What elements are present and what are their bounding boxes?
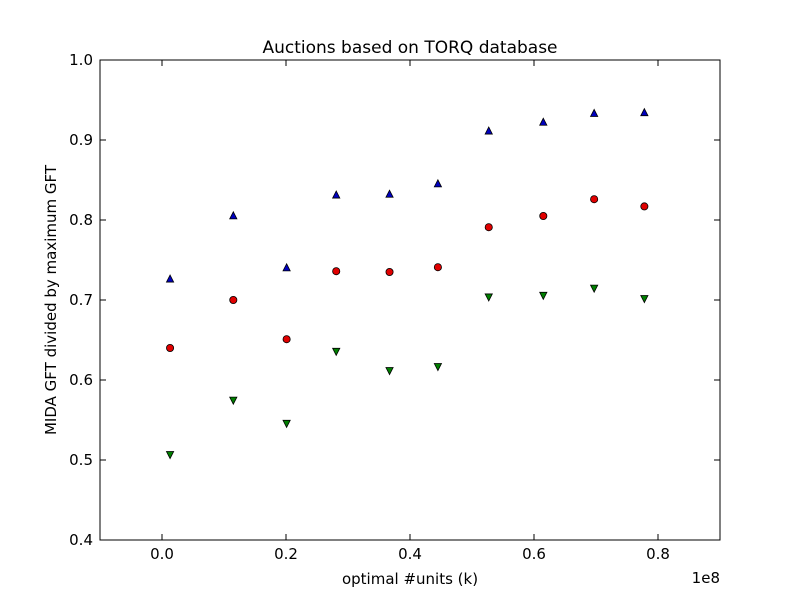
y-axis-label: MIDA GFT divided by maximum GFT xyxy=(42,164,60,435)
y-tick-label: 0.4 xyxy=(69,531,93,549)
data-point-triangle-down xyxy=(433,363,443,372)
x-tick-label: 0.6 xyxy=(522,545,546,563)
data-point-triangle-down xyxy=(640,295,649,304)
x-tick-label: 0.4 xyxy=(398,545,422,563)
data-point-triangle-up xyxy=(589,108,599,117)
y-tick-label: 0.7 xyxy=(69,291,93,309)
y-tick-label: 0.9 xyxy=(69,131,93,149)
data-point-circle xyxy=(385,267,394,276)
data-point-triangle-up xyxy=(433,178,443,188)
y-tick-label: 0.5 xyxy=(69,451,93,469)
x-tick-label: 0.0 xyxy=(150,545,174,563)
data-point-circle xyxy=(332,267,341,276)
data-point-circle xyxy=(433,263,442,272)
x-tick-label: 0.2 xyxy=(274,545,298,563)
y-tick-label: 1.0 xyxy=(69,51,93,69)
data-point-triangle-up xyxy=(539,117,548,126)
y-tick-label: 0.8 xyxy=(69,211,93,229)
x-tick-label: 0.8 xyxy=(646,545,670,563)
data-point-circle xyxy=(229,295,238,304)
data-point-triangle-down xyxy=(282,419,291,429)
data-point-circle xyxy=(539,211,548,220)
data-point-triangle-up xyxy=(165,274,175,283)
data-point-circle xyxy=(166,343,175,352)
data-point-triangle-up xyxy=(331,190,341,199)
chart-title: Auctions based on TORQ database xyxy=(262,38,557,58)
plot-frame xyxy=(99,59,721,541)
data-point-triangle-down xyxy=(484,293,493,302)
data-point-triangle-up xyxy=(282,262,291,272)
data-point-circle xyxy=(640,202,649,211)
data-point-circle xyxy=(484,223,493,232)
data-point-triangle-up xyxy=(484,126,493,135)
data-point-triangle-down xyxy=(385,367,394,376)
data-points xyxy=(165,107,649,460)
x-axis-offset-label: 1e8 xyxy=(692,569,720,587)
data-point-triangle-up xyxy=(640,107,649,117)
data-point-triangle-down xyxy=(229,396,238,406)
data-point-triangle-down xyxy=(539,291,548,301)
y-tick-label: 0.6 xyxy=(69,371,93,389)
plot-area xyxy=(100,60,720,540)
data-point-triangle-down xyxy=(165,451,175,460)
data-point-circle xyxy=(590,195,599,204)
data-point-triangle-down xyxy=(589,284,599,294)
x-axis-label: optimal #units (k) xyxy=(342,570,478,588)
axis-ticks: 0.0 0.2 0.4 0.6 0.8 0.4 0.5 0.6 0.7 0.8 0.9 1.0 xyxy=(69,51,720,563)
data-point-triangle-down xyxy=(331,347,341,357)
data-point-circle xyxy=(282,335,291,344)
data-point-triangle-up xyxy=(385,189,394,198)
data-point-triangle-up xyxy=(229,210,238,220)
